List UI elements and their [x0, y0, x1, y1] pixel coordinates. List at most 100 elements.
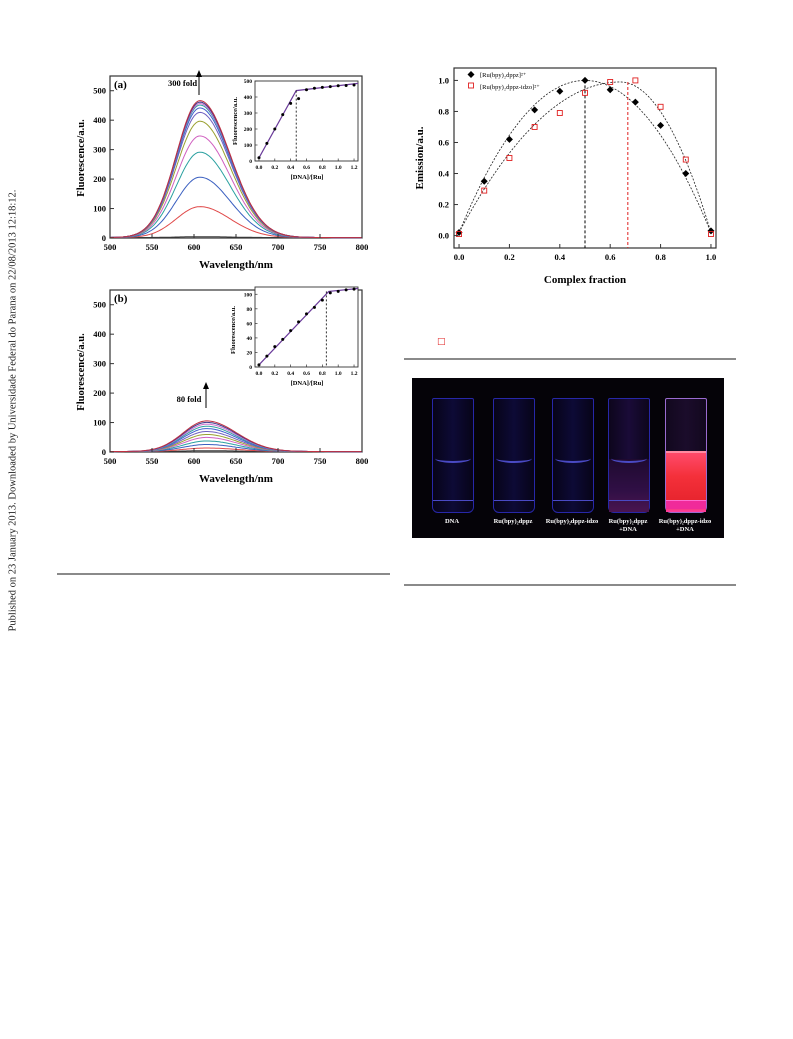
inset-y-label-a: Fluorescence/a.u. — [232, 97, 239, 145]
x-tick-label: 550 — [146, 242, 159, 252]
y-tick-label: 0.6 — [438, 137, 449, 147]
x-tick-label: 550 — [146, 456, 159, 466]
side-note-text: Published on 23 January 2013. Downloaded… — [7, 189, 19, 631]
y-tick-label: 0.4 — [438, 169, 449, 179]
inset-data-point — [257, 156, 261, 160]
inset-data-point — [312, 86, 316, 90]
inset-x-tick-label: 1.0 — [335, 371, 342, 377]
y-ticks-a: 0 100 200 300 400 500 — [93, 86, 114, 243]
x-axis-label-b: Wavelength/nm — [199, 473, 273, 485]
inset-plot-b: 0 20 40 60 80 100 0.0 0.2 0.4 0.6 0.8 1.0 1.2 — [244, 287, 359, 377]
inset-data-point — [305, 312, 308, 316]
x-axis-label-a: Wavelength/nm — [199, 259, 273, 271]
panel-tag-b: (b) — [114, 293, 128, 305]
inset-data-point — [328, 85, 332, 89]
job-point-square — [556, 110, 563, 116]
inset-y-tick-label: 400 — [244, 95, 253, 101]
job-plot-marks — [455, 76, 715, 248]
inset-y-tick-label: 100 — [244, 292, 253, 298]
job-point-square — [657, 103, 664, 110]
y-tick-label: 1.0 — [438, 75, 449, 85]
inset-data-point — [336, 84, 340, 88]
y-tick-label: 0 — [102, 447, 106, 457]
job-point-diamond — [631, 98, 639, 106]
job-point-square — [607, 79, 614, 85]
x-axis-label-job: Complex fraction — [544, 274, 626, 286]
inset-data-point — [320, 85, 324, 89]
y-ticks-b: 0 100 200 300 400 500 — [93, 300, 114, 457]
inset-data-point — [297, 320, 301, 324]
inset-x-tick-label: 0.0 — [256, 165, 263, 171]
y-tick-label: 400 — [93, 115, 106, 125]
inset-data-point — [344, 83, 348, 87]
x-tick-label: 0.0 — [454, 252, 465, 262]
spectrum-line — [110, 206, 362, 239]
inset-x-tick-label: 0.6 — [303, 371, 310, 377]
photo-label-dppz-idzo: Ru(bpy)₂dppz-idzo — [545, 518, 599, 525]
publication-side-note: Published on 23 January 2013. Downloaded… — [4, 180, 22, 640]
stray-mark: □ — [437, 337, 446, 347]
legend-marker-square — [468, 82, 474, 89]
legend-marker-diamond — [467, 71, 475, 78]
figure-panel-a: 0 100 200 300 400 500 500 550 600 650 700 750 800 (… — [76, 70, 368, 271]
inset-data-point — [320, 298, 324, 302]
inset-y-tick-label: 200 — [244, 127, 253, 133]
inset-y-tick-label: 100 — [244, 143, 253, 149]
job-point-square — [582, 89, 588, 96]
photo-label-dppz-dna: Ru(bpy)₂dppz +DNA — [608, 518, 648, 533]
job-point-diamond — [455, 228, 463, 236]
photo-label-dppz-idzo-dna: Ru(bpy)₂dppz-idzo +DNA — [658, 518, 712, 533]
inset-x-label-b: [DNA]/[Ru] — [291, 380, 324, 387]
y-tick-label: 0.0 — [438, 231, 449, 241]
inset-plot-a: 0 100 200 300 400 500 0.0 0.2 0.4 0.6 0.8 1.0 1.2 — [244, 79, 359, 171]
inset-data-point — [273, 127, 277, 131]
inset-y-tick-label: 500 — [244, 79, 253, 85]
inset-x-tick-label: 1.0 — [335, 165, 342, 171]
caption-rule-right-bottom — [404, 584, 736, 586]
inset-data-point — [336, 289, 340, 293]
job-point-square — [708, 231, 714, 237]
y-tick-label: 300 — [93, 359, 106, 369]
job-point-diamond — [556, 87, 564, 95]
x-ticks-a: 500 550 600 650 700 750 800 — [104, 234, 368, 252]
job-fit-curve — [458, 81, 712, 233]
legend: [Ru(bpy)₂dppz]²⁺ [Ru(bpy)₂dppz-idzo]²⁺ — [467, 71, 540, 91]
inset-data-point — [265, 141, 269, 145]
y-tick-label: 100 — [93, 204, 106, 214]
job-point-diamond — [682, 170, 690, 178]
inset-x-tick-label: 0.4 — [287, 371, 294, 377]
cuvette-photo: DNA Ru(bpy)₂dppz Ru(bpy)₂dppz-idzo Ru(bp… — [412, 378, 724, 538]
plot-frame-job — [453, 67, 717, 249]
x-tick-label: 700 — [272, 456, 285, 466]
inset-data-point — [289, 329, 293, 333]
x-tick-label: 0.4 — [554, 252, 565, 262]
x-tick-label: 650 — [230, 242, 243, 252]
inset-y-label-b: Fluorescence/a.u. — [230, 306, 237, 354]
x-tick-label: 0.2 — [504, 252, 515, 262]
inset-x-tick-label: 0.6 — [303, 165, 310, 171]
cuvette-3 — [552, 398, 594, 513]
cuvette-4 — [608, 398, 650, 513]
panel-tag-a: (a) — [114, 79, 127, 91]
x-ticks-job: 0.0 0.2 0.4 0.6 0.8 1.0 — [454, 244, 716, 262]
cuvette-5 — [665, 398, 707, 513]
fold-annotation-b: 80 fold — [177, 394, 202, 404]
job-point-diamond — [581, 76, 589, 84]
inset-x-tick-label: 0.2 — [271, 371, 278, 377]
job-point-square — [531, 124, 538, 130]
inset-data-point — [328, 291, 332, 295]
x-tick-label: 600 — [188, 242, 201, 252]
y-axis-label-job: Emission/a.u. — [414, 126, 426, 189]
inset-frame-b — [254, 286, 359, 368]
job-point-diamond — [707, 227, 715, 235]
job-point-square — [632, 77, 639, 84]
y-tick-label: 200 — [93, 388, 106, 398]
x-tick-label: 750 — [314, 242, 327, 252]
inset-x-tick-label: 0.8 — [319, 371, 326, 377]
photo-label-dppz: Ru(bpy)₂dppz — [493, 518, 533, 525]
x-tick-label: 700 — [272, 242, 285, 252]
y-tick-label: 200 — [93, 174, 106, 184]
job-point-square — [506, 155, 513, 161]
y-tick-label: 0.8 — [438, 106, 449, 116]
